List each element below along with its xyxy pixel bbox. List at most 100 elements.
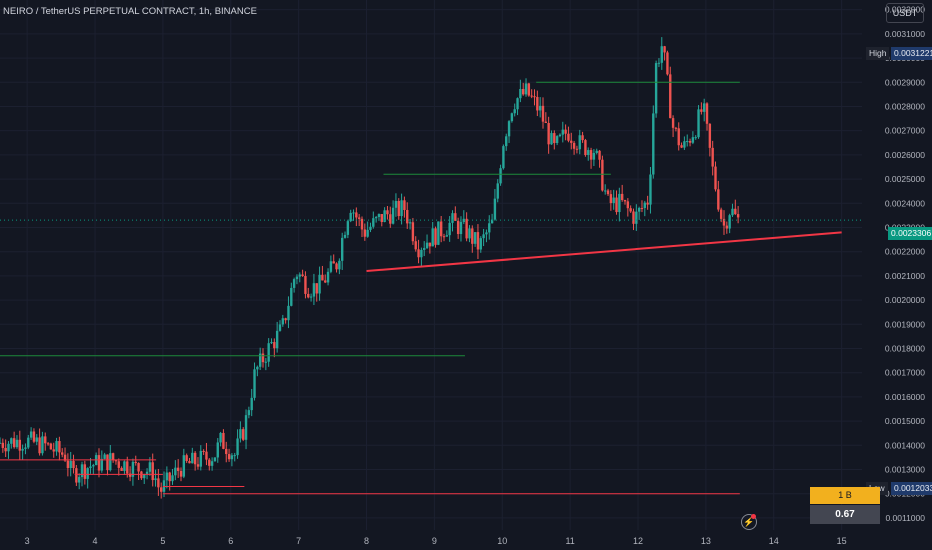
x-tick-label: 4 bbox=[93, 536, 98, 546]
candle-body bbox=[587, 150, 590, 156]
candle-body bbox=[533, 96, 536, 98]
lightning-icon[interactable]: ⚡ bbox=[741, 514, 757, 530]
y-tick-label: 0.0025000 bbox=[885, 174, 925, 184]
candle-body bbox=[18, 439, 21, 451]
currency-button[interactable]: USDT bbox=[886, 3, 924, 23]
candle-body bbox=[654, 63, 658, 114]
candle-body bbox=[244, 415, 248, 440]
candle-body bbox=[618, 193, 621, 213]
y-tick-label: 0.0017000 bbox=[885, 368, 925, 378]
candle-body bbox=[394, 201, 398, 208]
candle-body bbox=[612, 197, 615, 204]
candle-body bbox=[686, 141, 689, 143]
candle-body bbox=[253, 369, 256, 398]
candle-body bbox=[570, 140, 573, 143]
candle-body bbox=[482, 234, 485, 239]
candle-body bbox=[496, 183, 499, 199]
y-tick-label: 0.0024000 bbox=[885, 198, 925, 208]
candle-body bbox=[86, 468, 89, 479]
y-tick-label: 0.0015000 bbox=[885, 416, 925, 426]
volume-value[interactable]: 0.67 bbox=[810, 505, 880, 524]
symbol-title: NEIRO / TetherUS PERPETUAL CONTRACT, 1h,… bbox=[3, 6, 257, 17]
candle-body bbox=[29, 431, 33, 438]
candle-body bbox=[445, 235, 449, 237]
candle-body bbox=[536, 96, 539, 111]
candle-body bbox=[304, 276, 307, 294]
candle-body bbox=[736, 214, 740, 218]
candle-body bbox=[702, 103, 706, 112]
candle-body bbox=[131, 461, 135, 477]
candle-body bbox=[694, 137, 697, 139]
candle-body bbox=[572, 142, 576, 149]
candle-body bbox=[321, 274, 324, 281]
candle-body bbox=[357, 217, 361, 219]
candle-body bbox=[725, 225, 729, 229]
candle-body bbox=[592, 152, 596, 160]
candle-body bbox=[629, 208, 632, 212]
candle-body bbox=[428, 242, 432, 247]
candle-body bbox=[369, 226, 372, 230]
candle-body bbox=[63, 454, 67, 461]
candle-body bbox=[32, 431, 36, 442]
volume-label[interactable]: 1 B bbox=[810, 487, 880, 504]
candle-body bbox=[264, 361, 268, 363]
candle-body bbox=[456, 220, 460, 235]
candle-body bbox=[114, 460, 118, 462]
candle-body bbox=[434, 228, 437, 245]
candle-body bbox=[242, 429, 245, 440]
candle-body bbox=[80, 464, 84, 478]
low-price-tag: 0.0012033 bbox=[891, 482, 932, 495]
candle-body bbox=[46, 443, 50, 445]
candle-body bbox=[182, 455, 186, 477]
candle-body bbox=[355, 212, 358, 218]
candle-body bbox=[196, 464, 200, 467]
high-label: High bbox=[866, 47, 890, 60]
candle-body bbox=[261, 353, 265, 363]
x-tick-label: 6 bbox=[228, 536, 233, 546]
candle-body bbox=[154, 478, 157, 481]
candle-body bbox=[179, 470, 183, 477]
candle-body bbox=[657, 62, 661, 64]
candle-body bbox=[103, 454, 106, 459]
candle-body bbox=[193, 452, 197, 465]
candle-body bbox=[677, 128, 680, 146]
candle-body bbox=[400, 200, 403, 217]
candle-body bbox=[584, 140, 587, 156]
candle-body bbox=[674, 127, 678, 129]
candle-body bbox=[213, 457, 217, 462]
candle-body bbox=[360, 218, 364, 230]
candle-body bbox=[72, 460, 75, 469]
candle-body bbox=[516, 98, 519, 110]
candle-body bbox=[414, 241, 417, 250]
candle-body bbox=[4, 447, 7, 452]
candle-body bbox=[680, 145, 683, 148]
x-tick-label: 13 bbox=[701, 536, 711, 546]
candle-body bbox=[719, 209, 723, 219]
candle-body bbox=[363, 229, 367, 237]
candle-body bbox=[21, 448, 24, 451]
candle-body bbox=[538, 105, 542, 111]
candle-body bbox=[352, 212, 355, 214]
candle-body bbox=[527, 83, 531, 96]
candle-body bbox=[391, 207, 395, 224]
candle-body bbox=[609, 194, 613, 204]
candle-body bbox=[188, 461, 191, 464]
x-tick-label: 9 bbox=[432, 536, 437, 546]
candle-body bbox=[697, 109, 700, 138]
candle-body bbox=[502, 146, 505, 169]
candle-body bbox=[38, 437, 41, 454]
candle-body bbox=[524, 83, 528, 95]
candle-body bbox=[326, 271, 330, 283]
candle-body bbox=[15, 439, 19, 448]
candle-body bbox=[100, 458, 104, 471]
candle-body bbox=[499, 168, 502, 184]
candle-body bbox=[564, 129, 567, 134]
candle-body bbox=[301, 274, 304, 277]
candle-body bbox=[120, 467, 123, 471]
candle-body bbox=[225, 448, 228, 455]
candle-body bbox=[374, 217, 378, 219]
candle-body bbox=[256, 366, 259, 370]
candle-body bbox=[12, 438, 16, 448]
candle-body bbox=[312, 283, 316, 297]
